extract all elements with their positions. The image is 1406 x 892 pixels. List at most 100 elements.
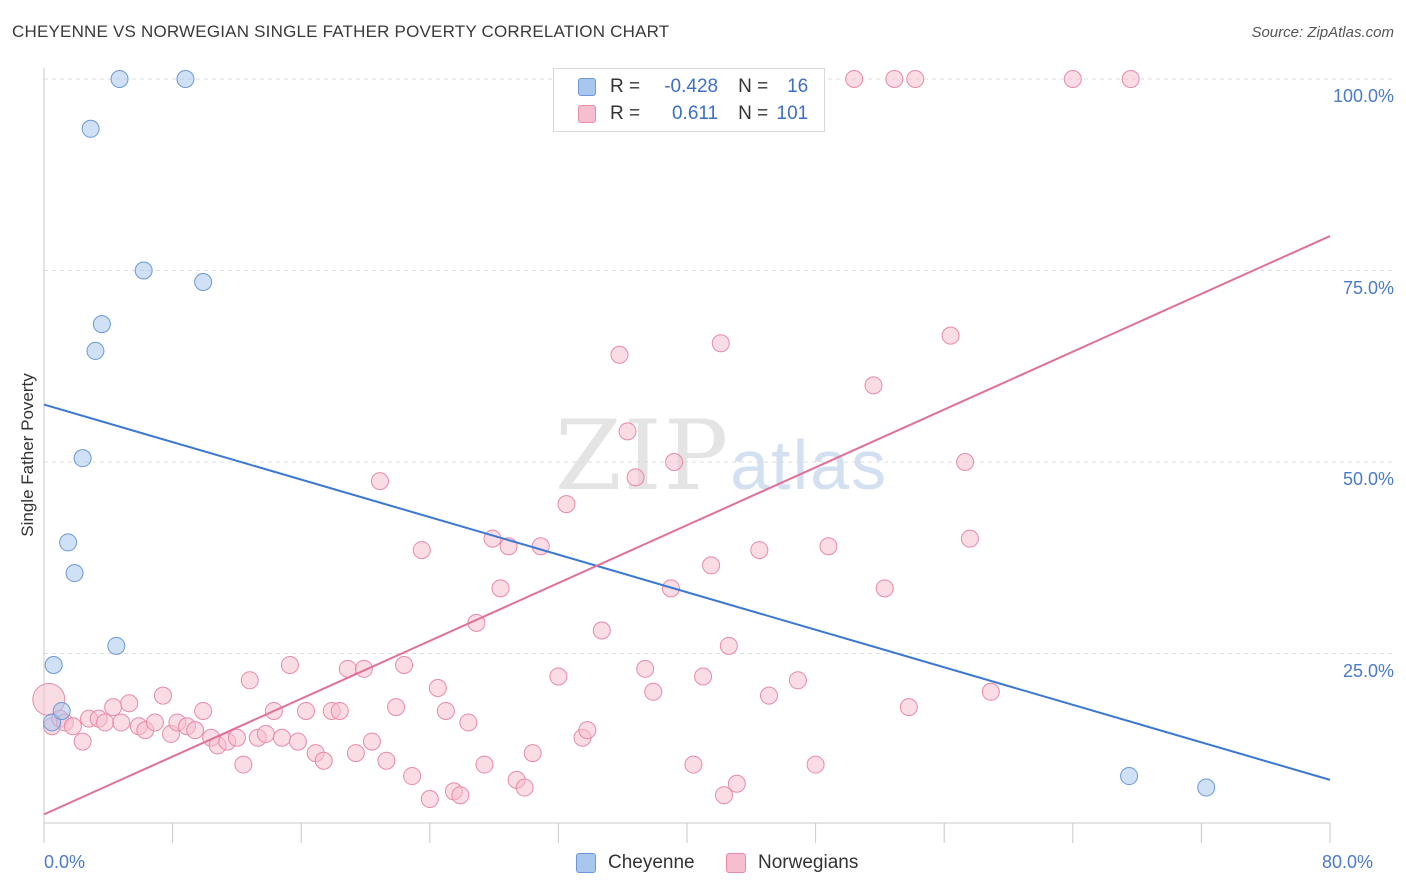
legend-n-label: N =: [738, 76, 769, 97]
legend-label-norwegians: Norwegians: [758, 852, 859, 873]
norwegians-point: [644, 682, 663, 701]
norwegians-point: [788, 671, 807, 690]
norwegians-point: [557, 495, 576, 514]
norwegians-point: [684, 755, 703, 774]
legend-item-norwegians: Norwegians: [726, 852, 858, 874]
norwegians-point: [956, 453, 975, 471]
norwegians-point: [234, 755, 253, 774]
legend-r-value: 0.611: [671, 103, 719, 124]
norwegians-point: [330, 701, 349, 720]
legend-n-value: 16: [787, 76, 809, 97]
norwegians-point: [403, 767, 422, 786]
norwegians-point: [549, 667, 568, 686]
norwegians-point: [483, 529, 502, 548]
cheyenne-point: [194, 272, 213, 291]
cheyenne-point: [107, 636, 126, 655]
norwegians-point: [451, 786, 470, 805]
norwegians-point: [475, 755, 494, 774]
y-tick-label: 100.0%: [1332, 86, 1394, 106]
norwegians-point: [1063, 70, 1082, 88]
norwegians-point: [395, 655, 414, 674]
norwegians-point: [459, 713, 478, 732]
norwegians-point: [491, 579, 510, 598]
cheyenne-point: [73, 449, 92, 468]
norwegians-point: [112, 713, 131, 732]
norwegians-point: [626, 468, 645, 487]
norwegians-point: [272, 728, 291, 747]
watermark-atlas: atlas: [730, 426, 889, 504]
cheyenne-point: [110, 70, 129, 88]
zipatlas-watermark: ZIPatlas: [555, 400, 888, 512]
norwegians-point: [523, 744, 542, 763]
norwegians-point: [63, 717, 82, 736]
norwegians-point: [750, 541, 769, 560]
norwegians-point: [941, 326, 960, 345]
cheyenne-point: [134, 261, 153, 280]
y-tick-label: 50.0%: [1342, 469, 1394, 489]
norwegians-point: [864, 376, 883, 395]
legend-swatch-cheyenne: [576, 853, 596, 873]
cheyenne-point: [1120, 767, 1139, 786]
cheyenne-point: [81, 119, 100, 138]
norwegians-point: [387, 698, 406, 717]
norwegians-point: [436, 701, 455, 720]
norwegians-point: [1121, 70, 1140, 88]
norwegians-point: [806, 755, 825, 774]
norwegians-point: [420, 790, 439, 809]
norwegians-trend-line: [43, 235, 1331, 816]
norwegians-point: [960, 529, 979, 548]
norwegians-point: [885, 70, 904, 88]
cheyenne-point: [176, 70, 195, 88]
norwegians-point: [96, 713, 115, 732]
norwegians-point: [280, 655, 299, 674]
cheyenne-point: [52, 701, 71, 720]
norwegians-point: [981, 682, 1000, 701]
norwegians-point: [702, 556, 721, 575]
norwegians-point: [227, 728, 246, 747]
norwegians-point: [153, 686, 172, 705]
legend-r-value: -0.428: [664, 76, 719, 97]
cheyenne-point: [44, 655, 63, 674]
cheyenne-point: [86, 341, 105, 360]
cheyenne-point: [1197, 778, 1216, 797]
legend-n-value: 101: [776, 103, 809, 124]
x-tick-min: 0.0%: [44, 852, 86, 872]
norwegians-point: [297, 701, 316, 720]
norwegians-point: [906, 70, 925, 88]
norwegians-point: [727, 774, 746, 793]
norwegians-point: [240, 671, 259, 690]
norwegians-point: [899, 698, 918, 717]
norwegians-point: [370, 472, 389, 491]
norwegians-point: [186, 721, 205, 740]
norwegians-point: [428, 678, 447, 697]
legend-r-label: R =: [610, 103, 641, 124]
norwegians-point: [288, 732, 307, 751]
norwegians-point: [759, 686, 778, 705]
norwegians-point: [346, 744, 365, 763]
watermark-zip: ZIP: [555, 400, 731, 512]
norwegians-point: [845, 70, 864, 88]
norwegians-point: [256, 724, 275, 743]
legend-swatch-norwegians: [578, 105, 596, 123]
cheyenne-point: [43, 713, 62, 732]
legend-row-norwegians: R = 0.611 N = 101: [578, 102, 808, 126]
norwegians-point: [819, 537, 838, 556]
norwegians-point: [377, 751, 396, 770]
norwegians-point: [515, 778, 534, 797]
chart-title: CHEYENNE VS NORWEGIAN SINGLE FATHER POVE…: [12, 22, 670, 41]
norwegians-point: [578, 721, 597, 740]
norwegians-point: [714, 786, 733, 805]
y-tick-label: 25.0%: [1342, 660, 1394, 681]
legend-label-cheyenne: Cheyenne: [608, 852, 695, 873]
norwegians-point: [711, 334, 730, 353]
norwegians-point: [314, 751, 333, 770]
cheyenne-point: [92, 315, 111, 334]
legend-row-cheyenne: R = -0.428 N = 16: [578, 75, 808, 99]
norwegians-point: [665, 453, 684, 471]
legend-r-label: R =: [610, 76, 641, 97]
source-label: Source: ZipAtlas.com: [1251, 24, 1394, 41]
norwegians-point: [610, 345, 629, 364]
norwegians-point: [592, 621, 611, 640]
norwegians-point: [636, 659, 655, 678]
